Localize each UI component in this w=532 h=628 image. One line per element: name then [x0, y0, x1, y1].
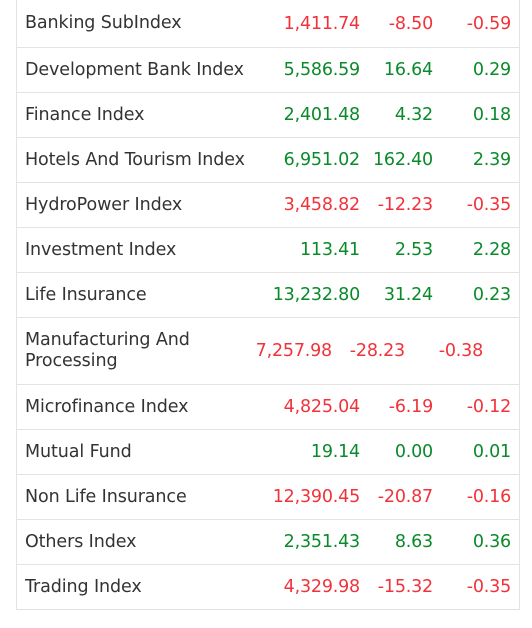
index-name: Others Index — [25, 531, 137, 552]
index-value: 19.14 — [310, 442, 360, 462]
index-name: Development Bank Index — [25, 59, 244, 80]
index-value: 3,458.82 — [283, 195, 361, 215]
sub-indices-table: Banking SubIndex 1,411.74 -8.50 -0.59 De… — [16, 0, 520, 610]
index-change: 162.40 — [372, 150, 433, 170]
index-value: 7,257.98 — [255, 341, 333, 361]
index-change: -6.19 — [388, 397, 433, 417]
index-percent-change: -0.35 — [466, 577, 511, 597]
index-percent-change: 2.39 — [472, 150, 511, 170]
index-value: 13,232.80 — [272, 285, 360, 305]
table-row[interactable]: Finance Index 2,401.48 4.32 0.18 — [17, 92, 519, 137]
index-name: Investment Index — [25, 239, 177, 260]
index-name: Trading Index — [25, 576, 142, 597]
index-change: 0.00 — [394, 442, 433, 462]
index-change: -20.87 — [377, 487, 433, 507]
index-change: -8.50 — [388, 13, 433, 34]
index-name: Life Insurance — [25, 284, 147, 305]
index-name: Manufacturing And Processing — [25, 330, 190, 371]
index-percent-change: -0.35 — [466, 195, 511, 215]
index-value: 4,825.04 — [283, 397, 361, 417]
index-name: Mutual Fund — [25, 441, 132, 462]
table-row[interactable]: Non Life Insurance 12,390.45 -20.87 -0.1… — [17, 474, 519, 519]
table-row[interactable]: Trading Index 4,329.98 -15.32 -0.35 — [17, 564, 519, 609]
index-value: 5,586.59 — [283, 60, 361, 80]
index-percent-change: -0.59 — [466, 13, 511, 34]
index-change: -28.23 — [349, 341, 405, 361]
index-name: HydroPower Index — [25, 194, 183, 215]
table-row[interactable]: Life Insurance 13,232.80 31.24 0.23 — [17, 272, 519, 317]
index-percent-change: -0.38 — [438, 341, 483, 361]
index-value: 2,401.48 — [283, 105, 361, 125]
table-row[interactable]: HydroPower Index 3,458.82 -12.23 -0.35 — [17, 182, 519, 227]
table-row[interactable]: Others Index 2,351.43 8.63 0.36 — [17, 519, 519, 564]
index-value: 6,951.02 — [283, 150, 361, 170]
table-row[interactable]: Manufacturing And Processing 7,257.98 -2… — [17, 317, 519, 384]
table-row[interactable]: Investment Index 113.41 2.53 2.28 — [17, 227, 519, 272]
table-row[interactable]: Mutual Fund 19.14 0.00 0.01 — [17, 429, 519, 474]
index-value: 12,390.45 — [272, 487, 360, 507]
index-change: -15.32 — [377, 577, 433, 597]
table-row[interactable]: Microfinance Index 4,825.04 -6.19 -0.12 — [17, 384, 519, 429]
index-change: 4.32 — [394, 105, 433, 125]
index-percent-change: -0.12 — [466, 397, 511, 417]
index-percent-change: 0.18 — [472, 105, 511, 125]
index-percent-change: 0.23 — [472, 285, 511, 305]
index-name: Microfinance Index — [25, 396, 189, 417]
index-name: Finance Index — [25, 104, 145, 125]
index-value: 4,329.98 — [283, 577, 361, 597]
index-value: 113.41 — [299, 240, 360, 260]
index-name: Banking SubIndex — [25, 13, 182, 33]
index-name: Non Life Insurance — [25, 486, 187, 507]
index-value: 1,411.74 — [283, 13, 361, 34]
index-change: -12.23 — [377, 195, 433, 215]
index-percent-change: 0.01 — [472, 442, 511, 462]
table-row[interactable]: Development Bank Index 5,586.59 16.64 0.… — [17, 47, 519, 92]
index-percent-change: 0.36 — [472, 532, 511, 552]
index-percent-change: 0.29 — [472, 60, 511, 80]
index-change: 2.53 — [394, 240, 433, 260]
table-row[interactable]: Banking SubIndex 1,411.74 -8.50 -0.59 — [17, 0, 519, 47]
index-change: 8.63 — [394, 532, 433, 552]
index-percent-change: -0.16 — [466, 487, 511, 507]
index-name: Hotels And Tourism Index — [25, 149, 245, 170]
index-change: 16.64 — [383, 60, 433, 80]
index-change: 31.24 — [383, 285, 433, 305]
table-row[interactable]: Hotels And Tourism Index 6,951.02 162.40… — [17, 137, 519, 182]
index-percent-change: 2.28 — [472, 240, 511, 260]
index-value: 2,351.43 — [283, 532, 361, 552]
